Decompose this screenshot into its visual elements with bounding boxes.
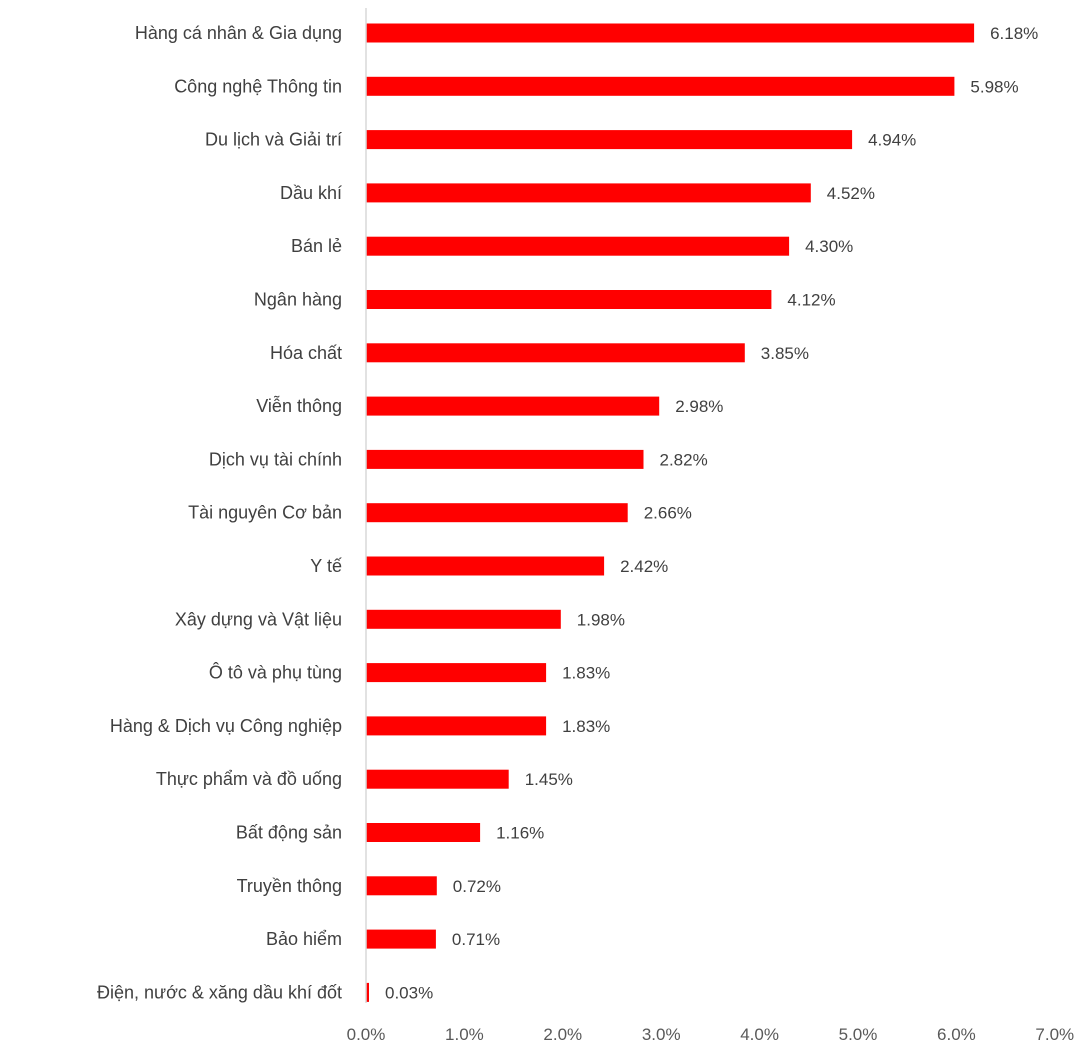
bar [366, 929, 436, 949]
data-label: 1.83% [562, 664, 610, 683]
bar [366, 76, 955, 96]
data-label: 2.82% [660, 450, 708, 469]
data-label: 4.94% [868, 131, 916, 150]
data-label: 2.42% [620, 557, 668, 576]
data-label: 3.85% [761, 344, 809, 363]
bar [366, 396, 660, 416]
category-label: Điện, nước & xăng dầu khí đốt [97, 982, 342, 1002]
category-label: Bán lẻ [291, 236, 342, 256]
bar [366, 716, 547, 736]
data-label: 1.83% [562, 717, 610, 736]
x-axis-ticks: 0.0% 1.0% 2.0% 3.0% 4.0% 5.0% 6.0% 7.0% [347, 1025, 1075, 1044]
bar [366, 130, 853, 150]
category-label: Ngân hàng [254, 290, 342, 310]
bar [366, 236, 790, 256]
x-tick-label: 6.0% [937, 1025, 976, 1044]
bar [366, 876, 437, 896]
category-label: Công nghệ Thông tin [174, 76, 342, 96]
x-tick-label: 2.0% [543, 1025, 582, 1044]
category-label: Hóa chất [270, 343, 342, 363]
data-label: 2.98% [675, 397, 723, 416]
bar [366, 503, 628, 523]
x-tick-label: 3.0% [642, 1025, 681, 1044]
category-label: Hàng cá nhân & Gia dụng [135, 23, 342, 43]
data-label: 0.03% [385, 983, 433, 1002]
x-tick-label: 1.0% [445, 1025, 484, 1044]
x-tick-label: 0.0% [347, 1025, 386, 1044]
category-label: Xây dựng và Vật liệu [175, 609, 342, 629]
data-label: 4.12% [787, 291, 835, 310]
category-label: Du lịch và Giải trí [205, 130, 342, 150]
x-tick-label: 4.0% [740, 1025, 779, 1044]
data-label: 5.98% [970, 77, 1018, 96]
category-label: Dầu khí [280, 183, 342, 203]
data-label: 4.52% [827, 184, 875, 203]
category-label: Ô tô và phụ tùng [209, 662, 342, 683]
category-label: Bảo hiểm [266, 929, 342, 949]
data-label: 4.30% [805, 237, 853, 256]
category-label: Dịch vụ tài chính [209, 449, 342, 469]
category-label: Y tế [310, 556, 342, 576]
bar [366, 663, 547, 683]
x-tick-label: 5.0% [839, 1025, 878, 1044]
category-label: Truyền thông [237, 876, 342, 896]
bar [366, 183, 811, 203]
x-tick-label: 7.0% [1035, 1025, 1074, 1044]
bar [366, 556, 605, 576]
bar [366, 982, 369, 1002]
bar [366, 343, 745, 363]
bar [366, 823, 481, 842]
data-label: 1.45% [525, 770, 573, 789]
category-label: Viễn thông [256, 395, 342, 416]
data-label: 6.18% [990, 24, 1038, 43]
category-label: Hàng & Dịch vụ Công nghiệp [110, 716, 342, 736]
bar [366, 23, 975, 43]
data-label: 1.98% [577, 610, 625, 629]
category-label: Bất động sản [236, 823, 342, 843]
bar [366, 769, 509, 789]
labels-layer: Hàng cá nhân & Gia dụng 6.18% Công nghệ Th… [97, 23, 1038, 1002]
data-label: 0.71% [452, 930, 500, 949]
bars-layer [366, 23, 975, 1002]
category-label: Tài nguyên Cơ bản [188, 503, 342, 523]
data-label: 1.16% [496, 824, 544, 843]
bar [366, 449, 644, 469]
data-label: 2.66% [644, 504, 692, 523]
bar [366, 290, 772, 309]
data-label: 0.72% [453, 877, 501, 896]
category-label: Thực phẩm và đồ uống [156, 769, 342, 789]
bar [366, 609, 561, 629]
